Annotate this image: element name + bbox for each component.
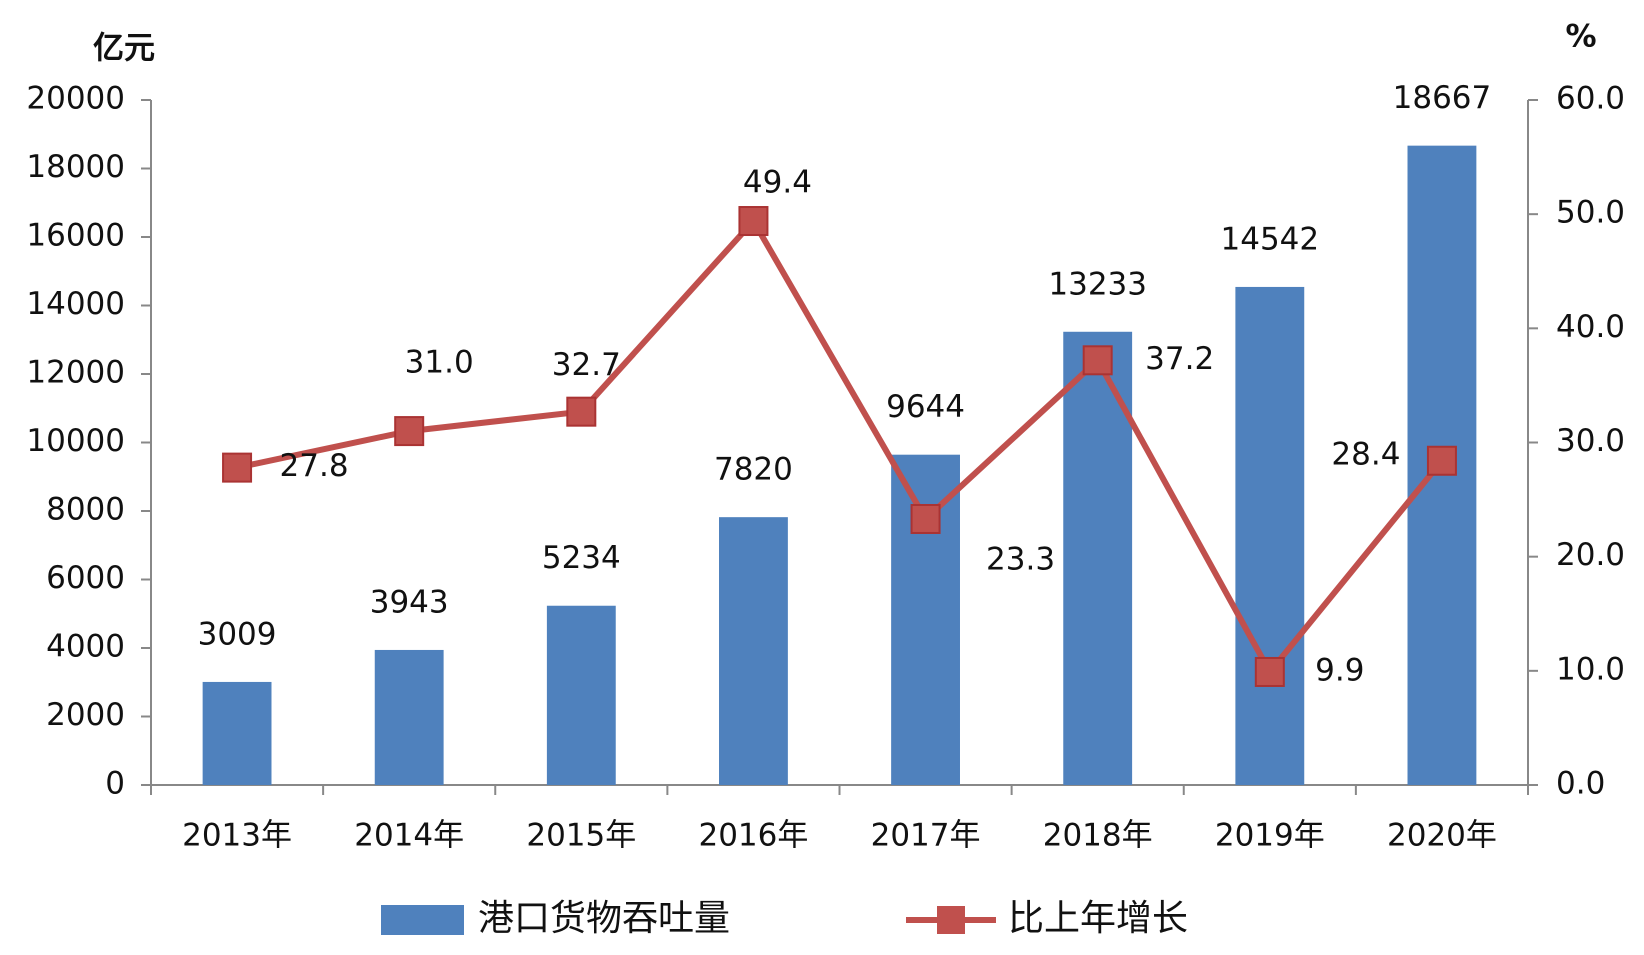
line-marker — [566, 396, 597, 427]
line-value-label: 32.7 — [552, 347, 621, 383]
bar — [374, 649, 444, 785]
line-marker — [222, 452, 253, 483]
bar-value-label: 5234 — [542, 540, 621, 576]
x-tick-label: 2014年 — [354, 818, 464, 854]
y2-tick-label: 40.0 — [1556, 309, 1625, 345]
y-tick-label: 14000 — [26, 286, 125, 322]
line-value-label: 23.3 — [986, 541, 1055, 577]
y2-tick-label: 20.0 — [1556, 537, 1625, 573]
line-value-label: 31.0 — [405, 345, 474, 381]
line-marker — [394, 416, 425, 447]
y-tick-label: 12000 — [26, 355, 125, 391]
y-tick-label: 2000 — [46, 697, 125, 733]
y-tick-label: 18000 — [26, 149, 125, 185]
bar-value-label: 3009 — [198, 616, 277, 652]
bar-value-label: 13233 — [1048, 266, 1147, 302]
bar — [1235, 286, 1305, 785]
line-marker — [1082, 345, 1113, 376]
y2-tick-label: 50.0 — [1556, 195, 1625, 231]
y-tick-label: 6000 — [46, 560, 125, 596]
y-axis-label: 亿元 — [93, 31, 155, 67]
line-value-label: 9.9 — [1315, 652, 1364, 688]
line-value-label: 49.4 — [743, 165, 812, 201]
line-marker — [738, 206, 769, 237]
bar-value-label: 7820 — [714, 452, 793, 488]
line-marker — [910, 503, 941, 534]
legend-marker — [937, 906, 965, 934]
bar-value-label: 18667 — [1393, 80, 1492, 116]
y-tick-label: 10000 — [26, 423, 125, 459]
bar — [719, 517, 788, 785]
y-tick-label: 20000 — [26, 81, 125, 117]
y-tick-label: 8000 — [46, 492, 125, 528]
line-value-label: 37.2 — [1145, 341, 1214, 377]
bar-value-label: 9644 — [886, 389, 965, 425]
bar-value-label: 3943 — [370, 584, 449, 620]
x-tick-label: 2019年 — [1215, 818, 1325, 854]
y-tick-label: 16000 — [26, 218, 125, 254]
line-value-label: 27.8 — [280, 448, 349, 484]
line-value-label: 28.4 — [1331, 436, 1400, 472]
x-tick-label: 2016年 — [698, 818, 808, 854]
y-tick-label: 4000 — [46, 629, 125, 665]
y2-tick-label: 10.0 — [1556, 651, 1625, 687]
y-tick-label: 0 — [105, 766, 125, 802]
x-tick-label: 2015年 — [526, 818, 636, 854]
bar — [202, 681, 272, 785]
y2-tick-label: 0.0 — [1556, 766, 1605, 802]
x-tick-label: 2017年 — [871, 818, 981, 854]
y2-tick-label: 30.0 — [1556, 423, 1625, 459]
x-tick-label: 2018年 — [1043, 818, 1153, 854]
legend-label: 比上年增长 — [1008, 898, 1188, 939]
bar-value-label: 14542 — [1221, 221, 1320, 257]
legend-label: 港口货物吞吐量 — [478, 898, 730, 939]
line — [236, 215, 1445, 678]
y2-axis-label: % — [1565, 19, 1596, 55]
bar — [546, 605, 616, 785]
line-marker — [1426, 445, 1457, 476]
x-tick-label: 2013年 — [182, 818, 292, 854]
y2-tick-label: 60.0 — [1556, 81, 1625, 117]
line-marker — [1254, 656, 1285, 687]
legend-swatch — [381, 905, 464, 935]
x-tick-label: 2020年 — [1387, 818, 1497, 854]
